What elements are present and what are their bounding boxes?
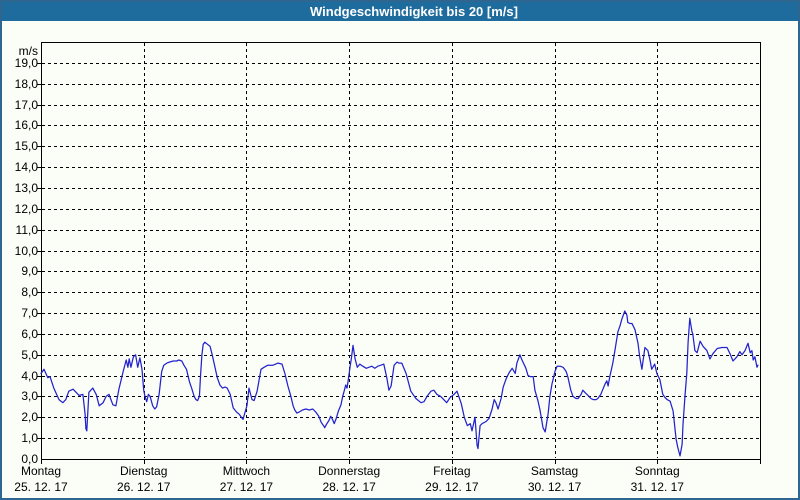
day-date-label: 31. 12. 17 — [630, 480, 684, 494]
wind-speed-line — [40, 310, 759, 457]
y-tick-label: 5,0 — [21, 347, 38, 362]
y-tick-label: 14,0 — [14, 160, 38, 175]
day-name-label: Freitag — [433, 464, 471, 478]
y-tick-label: 16,0 — [14, 118, 38, 133]
y-axis-unit-label: m/s — [18, 44, 38, 58]
day-name-label: Samstag — [530, 464, 579, 478]
day-name-label: Sonntag — [634, 464, 680, 478]
y-tick-label: 0,0 — [21, 452, 38, 466]
y-tick-label: 7,0 — [21, 306, 38, 321]
y-tick-label: 1,0 — [21, 431, 38, 446]
y-tick-label: 2,0 — [21, 410, 38, 425]
y-tick-label: 8,0 — [21, 285, 38, 300]
y-tick-label: 18,0 — [14, 76, 38, 91]
day-date-label: 25. 12. 17 — [14, 480, 68, 494]
y-tick-label: 6,0 — [21, 326, 38, 341]
chart-title: Windgeschwindigkeit bis 20 [m/s] — [310, 4, 518, 19]
y-tick-label: 10,0 — [14, 243, 38, 258]
x-gridlines — [41, 43, 761, 464]
title-bar: Windgeschwindigkeit bis 20 [m/s] — [2, 2, 798, 21]
y-tick-label: 9,0 — [21, 264, 38, 279]
day-date-label: 28. 12. 17 — [322, 480, 376, 494]
day-name-label: Donnerstag — [318, 464, 381, 478]
y-tick-label: 13,0 — [14, 180, 38, 195]
day-name-label: Montag — [20, 464, 62, 478]
day-date-label: 26. 12. 17 — [117, 480, 171, 494]
y-tick-label: 17,0 — [14, 97, 38, 112]
day-name-label: Dienstag — [120, 464, 168, 478]
y-tick-label: 4,0 — [21, 368, 38, 383]
day-date-label: 29. 12. 17 — [425, 480, 479, 494]
y-tick-label: 19,0 — [14, 55, 38, 70]
y-tick-label: 11,0 — [15, 222, 38, 237]
day-name-label: Mittwoch — [222, 464, 271, 478]
y-tick-label: 3,0 — [21, 389, 38, 404]
y-tick-label: 15,0 — [14, 139, 38, 154]
day-date-label: 30. 12. 17 — [527, 480, 582, 494]
y-tick-label: 12,0 — [14, 201, 38, 216]
plot-border — [41, 42, 761, 460]
day-date-label: 27. 12. 17 — [219, 480, 274, 494]
y-gridlines — [37, 63, 759, 439]
